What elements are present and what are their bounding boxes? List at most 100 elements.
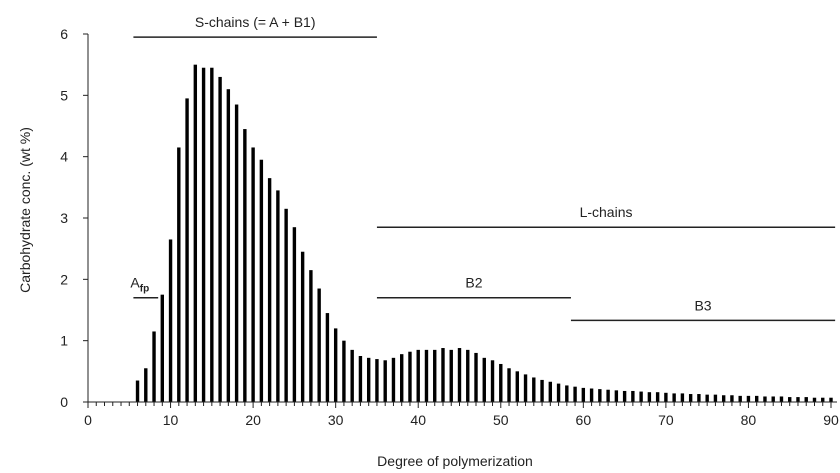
x-tick-label: 20: [245, 412, 261, 428]
bar: [375, 359, 379, 402]
y-axis-label: Carbohydrate conc. (wt %): [17, 127, 33, 293]
bar: [234, 104, 239, 402]
x-tick-label: 70: [658, 412, 674, 428]
y-tick-label: 4: [60, 149, 68, 165]
bar: [763, 396, 767, 402]
bars-group: [135, 64, 833, 403]
bar: [243, 129, 247, 402]
bar: [779, 396, 784, 402]
bar: [804, 397, 808, 402]
x-ticks: 0 10 20 30 40 50 60 70 80 90: [84, 402, 839, 428]
bar: [647, 392, 652, 402]
bar: [218, 76, 222, 403]
bar: [821, 397, 825, 402]
bar: [325, 313, 330, 402]
bar: [565, 385, 569, 402]
bar: [292, 227, 297, 402]
bar: [309, 270, 313, 402]
bar: [424, 349, 429, 402]
bar: [366, 357, 371, 402]
x-tick-label: 10: [163, 412, 179, 428]
bar: [556, 383, 561, 402]
bar: [350, 349, 354, 402]
bar: [457, 348, 462, 402]
bar: [788, 397, 792, 402]
bar: [259, 159, 264, 402]
y-tick-label: 0: [60, 394, 68, 410]
bar: [598, 389, 602, 402]
bar: [449, 349, 453, 402]
bar: [251, 147, 255, 402]
bar: [631, 390, 635, 402]
bar: [680, 393, 685, 402]
bar: [152, 331, 156, 402]
bar: [416, 349, 420, 402]
bar: [490, 360, 495, 402]
bar: [721, 395, 726, 402]
y-tick-label: 3: [60, 210, 68, 226]
bar: [185, 98, 189, 403]
bar: [507, 368, 511, 402]
bar: [532, 377, 536, 402]
x-tick-label: 60: [576, 412, 592, 428]
bar: [812, 397, 817, 402]
x-tick-label: 30: [328, 412, 344, 428]
bar: [201, 67, 206, 402]
bar: [400, 354, 404, 402]
bar: [639, 391, 643, 402]
range-annotations: S-chains (= A + B1) L-chains B2 B3 Afp: [130, 14, 836, 322]
range-label: L-chains: [580, 204, 633, 220]
bar: [581, 387, 586, 402]
range-label: B3: [694, 297, 711, 313]
bar: [342, 340, 346, 402]
bar: [391, 357, 396, 402]
bar: [655, 392, 660, 402]
x-tick-label: 90: [823, 412, 839, 428]
bar: [193, 64, 198, 403]
bar: [829, 397, 833, 402]
bar: [160, 294, 164, 402]
y-ticks: 0 1 2 3 4 5 6: [60, 26, 88, 410]
bar: [705, 394, 709, 402]
bar: [284, 208, 288, 402]
y-tick-label: 5: [60, 87, 68, 103]
bar: [672, 393, 676, 402]
range-label: B2: [465, 275, 482, 291]
bar: [738, 395, 742, 402]
y-tick-label: 1: [60, 333, 68, 349]
bar: [664, 392, 668, 402]
bar: [474, 352, 478, 402]
bar: [573, 386, 577, 402]
bar: [589, 388, 594, 402]
bar: [466, 349, 470, 402]
afp-label: Afp: [130, 275, 149, 295]
bar: [482, 357, 486, 402]
bar: [441, 348, 445, 402]
y-tick-label: 2: [60, 271, 68, 287]
bar: [177, 147, 181, 402]
bar: [606, 389, 610, 402]
x-tick-label: 80: [741, 412, 757, 428]
bar: [276, 190, 280, 402]
bar: [515, 371, 519, 402]
bar: [433, 349, 437, 402]
bar: [168, 239, 173, 402]
bar: [697, 394, 701, 402]
x-axis-label: Degree of polymerization: [377, 453, 533, 469]
bar: [540, 379, 544, 402]
bar: [746, 395, 751, 402]
bar: [548, 381, 553, 402]
range-label: S-chains (= A + B1): [195, 14, 316, 30]
bar: [267, 178, 272, 402]
bar: [210, 67, 214, 402]
bar: [226, 89, 231, 402]
bar: [796, 397, 800, 402]
x-tick-label: 40: [410, 412, 426, 428]
bar: [730, 395, 734, 402]
bar: [358, 356, 363, 402]
bar: [300, 251, 305, 402]
bar: [614, 390, 619, 402]
bar: [622, 390, 627, 402]
bar: [333, 328, 338, 402]
bar: [523, 374, 528, 402]
